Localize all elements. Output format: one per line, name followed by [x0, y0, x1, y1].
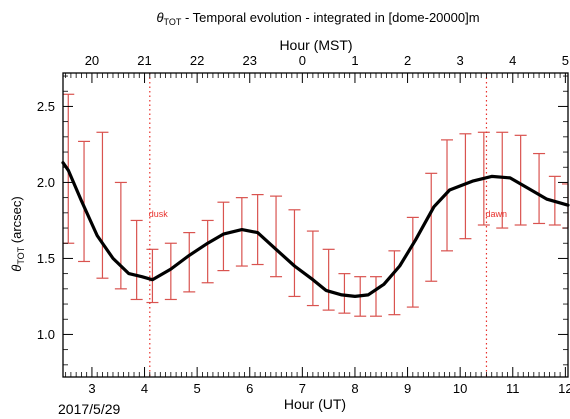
x2-axis-label: Hour (MST) [279, 37, 352, 53]
x-axis-label: Hour (UT) [284, 396, 346, 412]
x2-tick-label: 1 [351, 53, 358, 68]
chart-title-text: - Temporal evolution - integrated in [do… [181, 10, 479, 25]
event-lines: dusk dawn [149, 73, 507, 377]
x2-tick-label: 23 [243, 53, 257, 68]
axis-ticks [63, 73, 568, 377]
y-axis-label-symbol: θ [9, 265, 24, 272]
x-tick-label: 6 [246, 381, 253, 396]
chart-title: θTOT - Temporal evolution - integrated i… [156, 10, 479, 27]
x-tick-label: 3 [88, 381, 95, 396]
x-tick-label: 8 [351, 381, 358, 396]
x-tick-label: 11 [506, 381, 520, 396]
x-tick-label: 5 [194, 381, 201, 396]
x2-tick-label: 4 [509, 53, 516, 68]
y-axis-label-subscript: TOT [16, 246, 26, 264]
plot-frame [62, 72, 569, 378]
y-tick-label: 1.5 [37, 251, 55, 266]
chart-title-symbol: θ [156, 10, 163, 25]
dawn-label: dawn [485, 209, 507, 219]
x-tick-label: 4 [141, 381, 148, 396]
dusk-label: dusk [149, 209, 169, 219]
chart-title-subscript: TOT [164, 17, 182, 27]
x-tick-label: 10 [453, 381, 467, 396]
x-tick-label: 7 [299, 381, 306, 396]
y-tick-label: 2.0 [37, 175, 55, 190]
x-tick-label: 12 [558, 381, 570, 396]
x-tick-label: 9 [404, 381, 411, 396]
y-tick-label: 2.5 [37, 99, 55, 114]
y-axis-label: θTOT (arcsec) [9, 196, 26, 271]
svg-text:θTOT (arcsec): θTOT (arcsec) [9, 196, 26, 271]
date-label: 2017/5/29 [58, 401, 120, 417]
series-line [61, 161, 570, 298]
x2-tick-label: 3 [457, 53, 464, 68]
y-axis-label-text: (arcsec) [9, 196, 24, 247]
x2-tick-label: 5 [562, 53, 569, 68]
x2-tick-label: 22 [190, 53, 204, 68]
x2-tick-label: 0 [299, 53, 306, 68]
x2-tick-label: 21 [137, 53, 151, 68]
axis-tick-labels: 3 20 4 21 5 22 6 23 7 0 8 1 9 2 10 3 11 4 12 5 1.0 1.5 2.0 2.5 [37, 53, 570, 396]
x2-tick-label: 20 [85, 53, 99, 68]
x2-tick-label: 2 [404, 53, 411, 68]
y-tick-label: 1.0 [37, 327, 55, 342]
series-lines [61, 161, 570, 298]
